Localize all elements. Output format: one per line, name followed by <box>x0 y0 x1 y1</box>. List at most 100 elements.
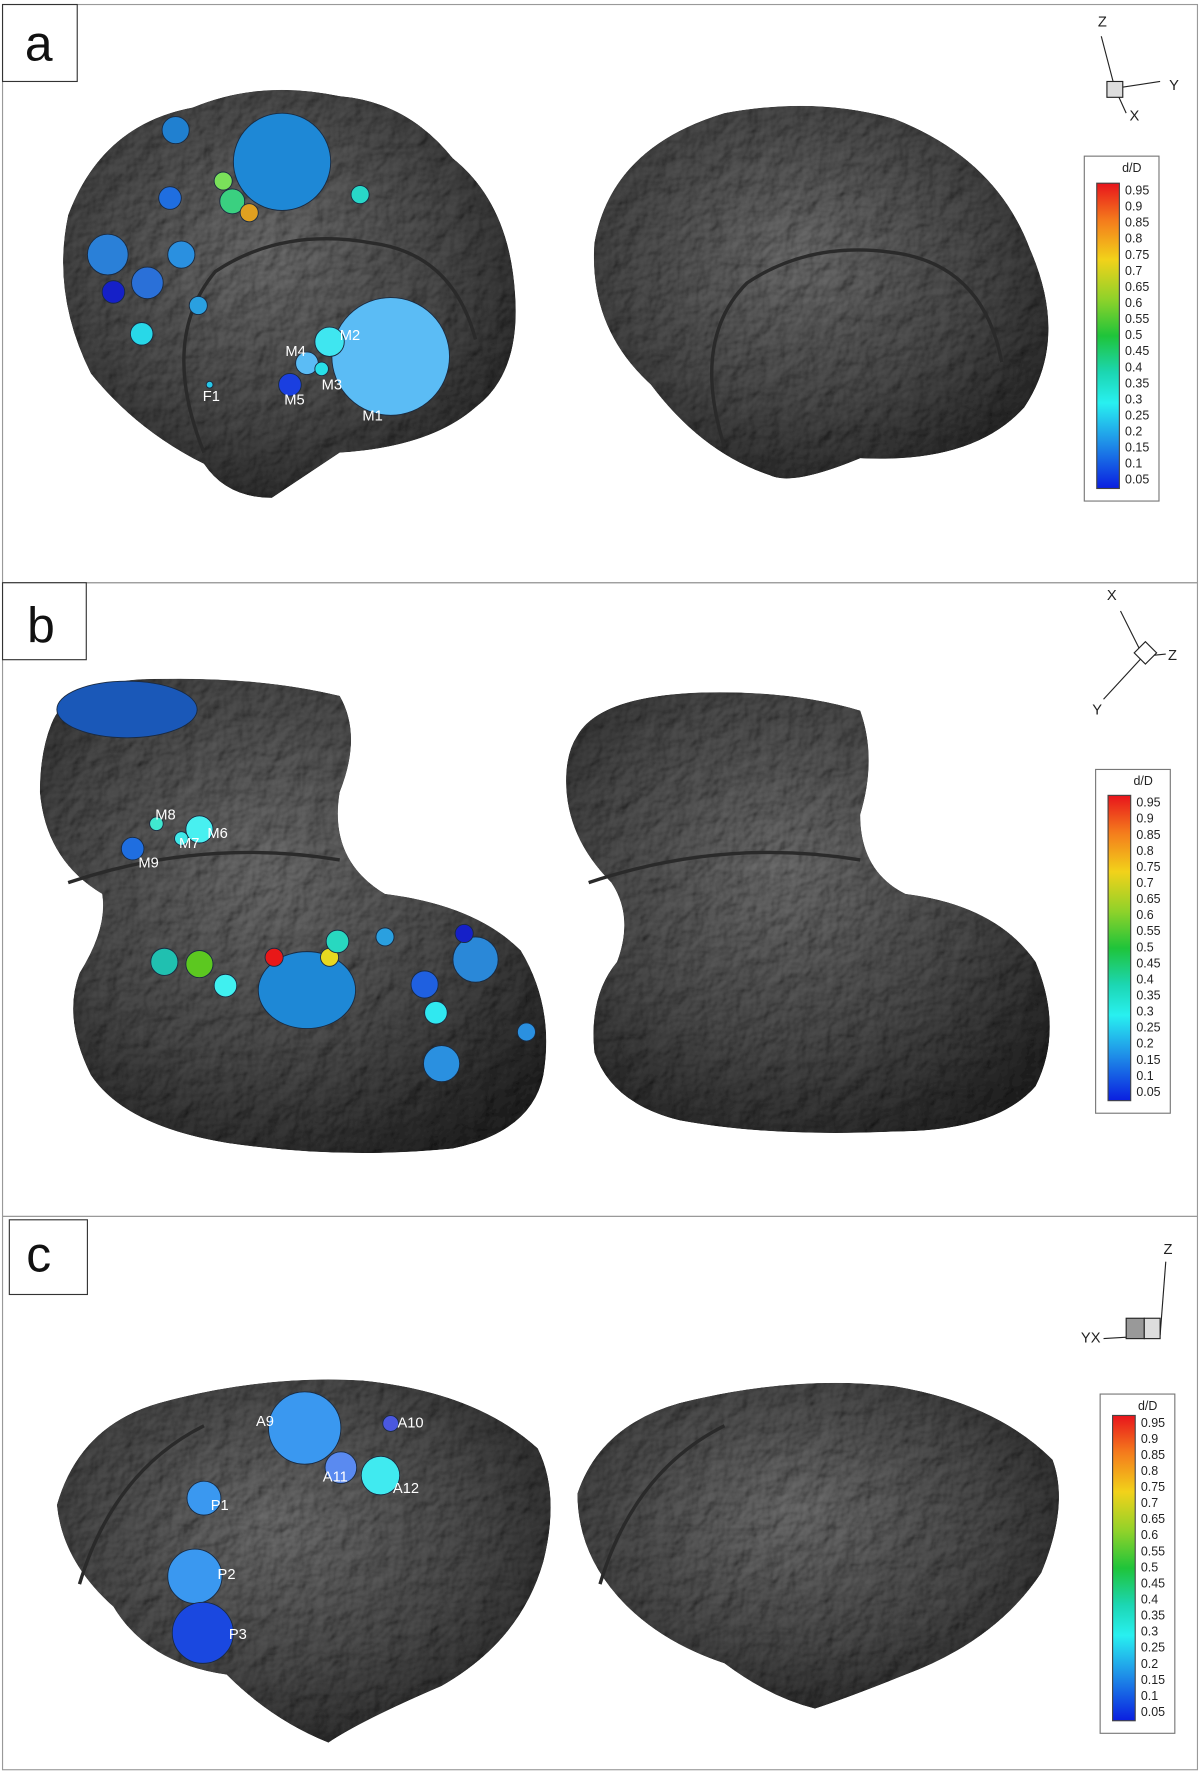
crater-label: M5 <box>284 392 304 408</box>
comet-shape <box>182 236 478 454</box>
crater <box>278 372 302 397</box>
comet-shape <box>593 105 1049 479</box>
colorbar-tick-label: 0.5 <box>1141 1560 1158 1574</box>
crater-label: M9 <box>138 855 158 871</box>
crater <box>452 936 499 983</box>
colorbar-tick-label: 0.9 <box>1125 200 1142 214</box>
axis-label: Z <box>1098 15 1107 31</box>
colorbar-tick-label: 0.4 <box>1125 360 1142 374</box>
colorbar-tick-label: 0.05 <box>1141 1705 1165 1719</box>
colorbar-tick-label: 0.3 <box>1141 1625 1158 1639</box>
axis-line <box>1100 36 1116 89</box>
colorbar-tick-label: 0.05 <box>1136 1085 1160 1099</box>
crater-label: M6 <box>207 826 227 842</box>
crater <box>86 233 129 276</box>
colorbar-tick-label: 0.9 <box>1136 812 1153 826</box>
colorbar-title: d/D <box>1122 161 1141 175</box>
crater <box>171 1601 234 1664</box>
colorbar-tick-label: 0.1 <box>1141 1689 1158 1703</box>
panel-label: b <box>27 597 55 653</box>
crater-label: M3 <box>322 378 342 394</box>
crater <box>205 380 214 389</box>
crater <box>239 203 259 223</box>
colorbar-gradient <box>1112 1414 1136 1722</box>
colorbar-tick-label: 0.3 <box>1125 392 1142 406</box>
colorbar-tick-label: 0.4 <box>1136 972 1153 986</box>
axis-label: YX <box>1081 1331 1101 1347</box>
colorbar-tick-label: 0.95 <box>1136 796 1160 810</box>
crater <box>257 951 357 1030</box>
comet-shape <box>566 692 1050 1133</box>
crater <box>129 322 154 346</box>
crater <box>268 1391 342 1465</box>
colorbar-tick-label: 0.65 <box>1141 1512 1165 1526</box>
colorbar-tick-label: 0.4 <box>1141 1593 1158 1607</box>
crater <box>314 326 345 357</box>
colorbar-tick-label: 0.35 <box>1141 1609 1165 1623</box>
crater <box>101 280 126 304</box>
crater-label: A11 <box>323 1470 348 1486</box>
colorbar-tick-label: 0.1 <box>1125 457 1142 471</box>
crater-label: P3 <box>229 1627 247 1643</box>
panel-label-box <box>1 3 78 83</box>
crater <box>331 297 450 416</box>
colorbar-tick-label: 0.2 <box>1141 1657 1158 1671</box>
crater <box>186 1480 222 1516</box>
crater-label: M8 <box>155 808 175 824</box>
crater <box>213 171 233 191</box>
colorbar-tick-label: 0.25 <box>1136 1021 1160 1035</box>
colorbar-tick-label: 0.85 <box>1141 1448 1165 1462</box>
colorbar-tick-label: 0.95 <box>1125 184 1149 198</box>
colorbar-tick-label: 0.75 <box>1125 248 1149 262</box>
crater <box>454 924 474 944</box>
colorbar-tick-label: 0.55 <box>1125 312 1149 326</box>
colorbar-tick-label: 0.25 <box>1141 1641 1165 1655</box>
colorbar-tick-label: 0.1 <box>1136 1069 1153 1083</box>
axis-cube <box>1106 80 1124 98</box>
colorbar-tick-label: 0.35 <box>1125 376 1149 390</box>
crater-label: A10 <box>397 1415 423 1431</box>
crater-label: M4 <box>285 344 305 360</box>
crater-label: P1 <box>211 1498 229 1514</box>
crater <box>324 1451 358 1484</box>
colorbar-tick-label: 0.2 <box>1136 1037 1153 1051</box>
colorbar-tick-label: 0.65 <box>1125 280 1149 294</box>
colorbar-tick-label: 0.6 <box>1136 908 1153 922</box>
crater <box>150 947 179 976</box>
colorbar-tick-label: 0.8 <box>1141 1464 1158 1478</box>
colorbar: d/D 0.95 0.9 0.85 0.8 0.75 0.7 0.65 0.6 0.55 0.5 0.… <box>1099 1393 1176 1734</box>
axis-line <box>1159 1261 1167 1336</box>
crater <box>120 836 145 861</box>
crater-label: A12 <box>393 1481 419 1497</box>
colorbar-tick-label: 0.6 <box>1141 1528 1158 1542</box>
crater <box>424 1000 448 1025</box>
colorbar: d/D 0.95 0.9 0.85 0.8 0.75 0.7 0.65 0.6 0.55 0.5 0.… <box>1083 155 1160 502</box>
crater <box>167 240 196 269</box>
colorbar-tick-label: 0.9 <box>1141 1432 1158 1446</box>
colorbar-tick-label: 0.65 <box>1136 892 1160 906</box>
crater <box>410 970 439 999</box>
colorbar: d/D 0.95 0.9 0.85 0.8 0.75 0.7 0.65 0.6 0.55 0.5 0.… <box>1095 768 1171 1114</box>
colorbar-tick-label: 0.55 <box>1141 1544 1165 1558</box>
axis-cube <box>1133 640 1158 665</box>
crater <box>174 831 189 846</box>
colorbar-tick-label: 0.8 <box>1125 232 1142 246</box>
colorbar-tick-label: 0.05 <box>1125 473 1149 487</box>
colorbar-tick-label: 0.5 <box>1125 328 1142 342</box>
colorbar-title: d/D <box>1133 774 1152 788</box>
colorbar-tick-label: 0.3 <box>1136 1005 1153 1019</box>
colorbar-tick-label: 0.7 <box>1141 1496 1158 1510</box>
colorbar-tick-label: 0.6 <box>1125 296 1142 310</box>
axis-cube <box>1125 1317 1145 1340</box>
colorbar-tick-label: 0.45 <box>1125 344 1149 358</box>
crater <box>56 680 198 739</box>
panel-label-box <box>8 1219 88 1296</box>
axis-label: X <box>1130 108 1140 124</box>
colorbar-gradient <box>1096 182 1120 490</box>
colorbar-tick-label: 0.35 <box>1136 988 1160 1002</box>
colorbar-title: d/D <box>1138 1399 1157 1413</box>
colorbar-tick-label: 0.85 <box>1136 828 1160 842</box>
